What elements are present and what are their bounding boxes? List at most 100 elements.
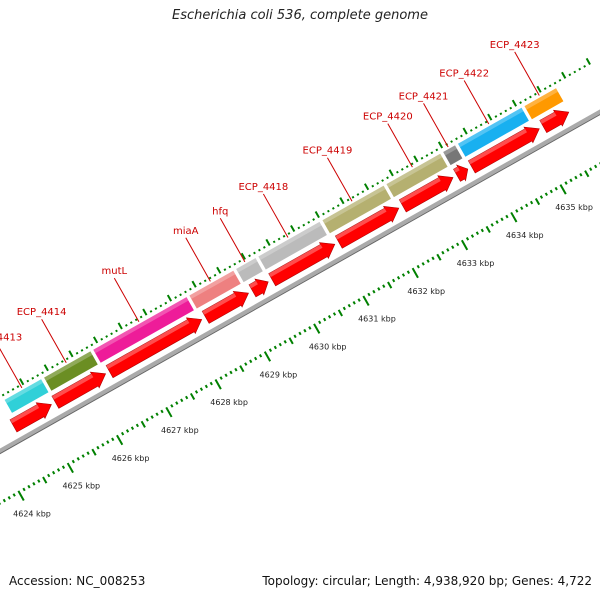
gene-bar-highlight [524, 88, 558, 110]
cds-arrow[interactable] [268, 242, 336, 287]
outer-tick [240, 252, 246, 260]
cds-arrow[interactable] [539, 109, 570, 134]
outer-tick [56, 362, 59, 366]
outer-tick [499, 112, 503, 116]
scale-tick [352, 301, 356, 305]
outer-tick [203, 279, 207, 283]
gene-label-miaa[interactable]: miaA [173, 226, 199, 237]
outer-tick [85, 346, 89, 349]
gene-label-leader [463, 80, 490, 125]
gene-label-ecp_4414[interactable]: ECP_4414 [17, 307, 67, 318]
cds-arrow[interactable] [201, 291, 249, 324]
gene-label-ecp_4421[interactable]: ECP_4421 [399, 91, 449, 102]
scale-tick [332, 312, 337, 316]
outer-tick [248, 254, 251, 258]
cds-arrow[interactable] [334, 206, 400, 249]
outer-tick [166, 294, 173, 302]
scale-tick [327, 314, 332, 319]
scale-label: 4635 kbp [555, 203, 593, 212]
cds-arrow-highlight [399, 177, 441, 204]
outer-tick [149, 310, 153, 313]
gene-label-ecp_4418[interactable]: ECP_4418 [238, 182, 288, 193]
cds-arrow-highlight [268, 244, 323, 278]
outer-tick [455, 137, 458, 141]
cds-arrow[interactable] [105, 317, 203, 379]
outer-tick [26, 379, 30, 383]
scale-tick [116, 434, 124, 446]
gene-label-ecp_4413[interactable]: ECP_4413 [0, 332, 22, 343]
scale-label: 4634 kbp [506, 231, 544, 240]
cds-arrow[interactable] [453, 164, 469, 182]
scale-tick [372, 289, 376, 294]
scale-tick [101, 443, 105, 447]
gene-bar-ecp_4422[interactable] [458, 107, 529, 157]
gene-bar-miaa[interactable] [189, 270, 241, 309]
scale-tick [258, 353, 263, 358]
gene-bar-ecp_4418[interactable] [258, 221, 327, 270]
gene-bar-ecp_4413[interactable] [4, 379, 49, 413]
outer-tick [92, 336, 99, 344]
outer-tick [435, 148, 439, 152]
scale-tick [584, 170, 590, 178]
gene-bar-ecp_4421[interactable] [443, 145, 463, 166]
outer-tick [487, 113, 493, 121]
scale-tick [125, 429, 130, 433]
scale-tick [342, 306, 346, 311]
cds-arrow[interactable] [9, 402, 52, 433]
gene-bar-ecp_4414[interactable] [44, 351, 98, 391]
gene-bar-mutl[interactable] [93, 297, 194, 363]
outer-tick [400, 168, 404, 171]
scale-tick [569, 178, 573, 183]
outer-tick [262, 246, 266, 249]
outer-tick [474, 126, 478, 130]
outer-tick [105, 335, 109, 338]
gene-label-ecp_4419[interactable]: ECP_4419 [303, 146, 353, 157]
gene-label-ecp_4422[interactable]: ECP_4422 [439, 68, 489, 79]
outer-tick [363, 183, 370, 191]
gene-bar-ecp_4419[interactable] [322, 185, 392, 234]
outer-tick [460, 134, 463, 138]
gene-label-mutl[interactable]: mutL [102, 266, 128, 277]
outer-tick [410, 162, 414, 166]
outer-tick [381, 179, 384, 182]
outer-tick [336, 204, 340, 207]
outer-tick [75, 351, 79, 355]
scale-tick [214, 379, 222, 390]
outer-tick [568, 73, 572, 77]
scale-tick [165, 406, 173, 418]
outer-tick [494, 115, 498, 118]
scale-tick [278, 342, 282, 347]
cds-arrow[interactable] [248, 278, 269, 298]
gene-label-ecp_4423[interactable]: ECP_4423 [490, 40, 540, 51]
gene-bar-ecp_4423[interactable] [524, 88, 564, 120]
scale-tick [135, 423, 139, 428]
cds-arrow-highlight [468, 128, 527, 165]
gene-bar-hfq[interactable] [236, 258, 263, 283]
scale-tick [293, 334, 297, 339]
scale-tick [594, 164, 598, 169]
outer-tick [216, 266, 222, 274]
scale-tick [86, 451, 90, 456]
scale-tick [239, 365, 245, 373]
outer-tick [376, 181, 380, 185]
outer-tick [388, 169, 394, 177]
scale-tick [209, 381, 213, 386]
scale-tick [579, 172, 583, 177]
cds-arrow[interactable] [398, 175, 454, 213]
scale-tick [387, 281, 393, 289]
outer-tick [479, 123, 483, 127]
cds-arrow[interactable] [467, 126, 540, 174]
gene-bar-ecp_4420[interactable] [386, 153, 448, 198]
gene-label-ecp_4420[interactable]: ECP_4420 [363, 112, 413, 123]
outer-tick [386, 176, 389, 180]
genome-summary: Topology: circular; Length: 4,938,920 bp… [262, 574, 592, 588]
scale-tick [529, 200, 534, 205]
cds-arrow[interactable] [51, 371, 107, 409]
scale-tick [47, 473, 51, 478]
gene-label-leader [41, 319, 67, 364]
outer-tick [124, 323, 128, 327]
gene-label-hfq[interactable]: hfq [212, 206, 228, 217]
outer-tick [142, 308, 148, 316]
outer-tick [100, 337, 104, 341]
